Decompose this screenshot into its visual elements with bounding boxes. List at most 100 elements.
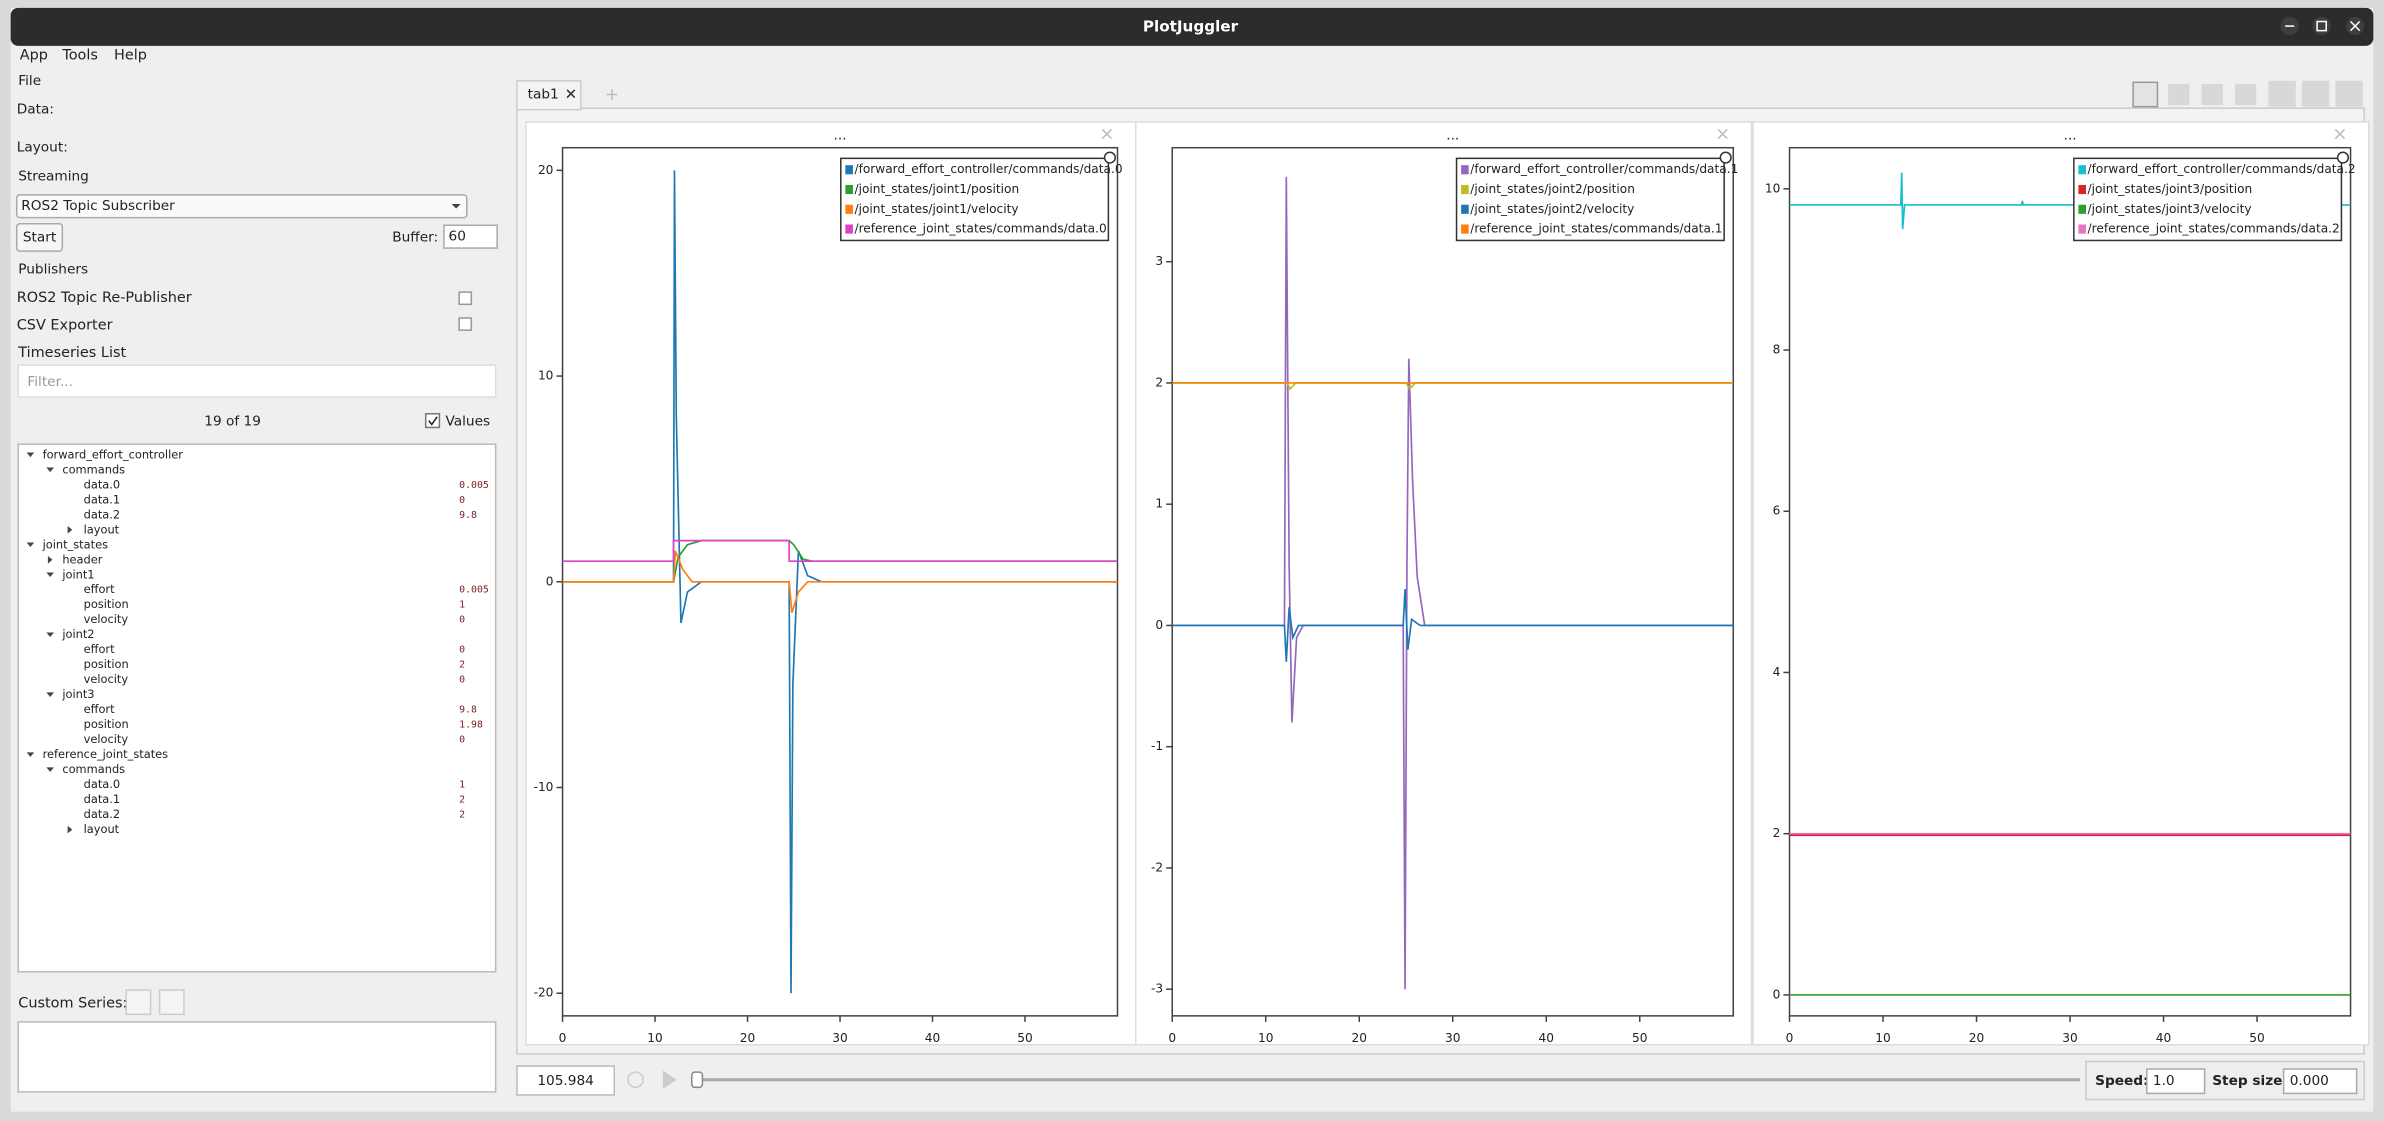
plot-close[interactable] (2334, 128, 2346, 140)
tree-label[interactable]: reference_joint_states (43, 747, 169, 761)
filter-input[interactable] (17, 364, 497, 398)
speed-spinbox[interactable] (2146, 1068, 2206, 1095)
tree-label[interactable]: position (84, 657, 129, 671)
tree-label[interactable]: effort (84, 582, 116, 596)
tool-button[interactable] (2335, 80, 2363, 107)
tree-label[interactable]: forward_effort_controller (43, 447, 184, 461)
menu-item[interactable]: App (20, 48, 48, 64)
tree-label[interactable]: commands (62, 462, 125, 476)
x-tick-label: 10 (1875, 1031, 1890, 1045)
tab-close[interactable] (566, 89, 576, 99)
expand-arrow[interactable] (26, 542, 35, 548)
tool-button[interactable] (2268, 80, 2296, 107)
legend-label[interactable]: /joint_states/joint1/velocity (854, 202, 1018, 216)
tree-label[interactable]: data.1 (84, 492, 121, 506)
tree-label[interactable]: data.2 (84, 807, 121, 821)
tree-label[interactable]: commands (62, 762, 125, 776)
legend-label[interactable]: /joint_states/joint1/position (854, 182, 1019, 196)
edit-button[interactable] (158, 989, 185, 1016)
expand-arrow[interactable] (26, 452, 35, 458)
expand-arrow[interactable] (67, 825, 73, 834)
start-button[interactable] (15, 222, 64, 252)
tree-label[interactable]: velocity (84, 732, 129, 746)
expand-arrow[interactable] (67, 525, 73, 534)
add-tab[interactable] (606, 89, 618, 100)
legend-label[interactable]: /joint_states/joint2/velocity (1470, 202, 1634, 216)
tree-label[interactable]: data.0 (84, 777, 121, 791)
plot-corner-button[interactable] (2336, 151, 2350, 164)
expand-arrow[interactable] (46, 767, 54, 772)
menu-item[interactable]: Help (114, 48, 147, 64)
source-combo[interactable] (15, 194, 468, 219)
x-tick-label: 0 (1786, 1031, 1794, 1045)
tree-label[interactable]: position (84, 717, 129, 731)
expand-arrow[interactable] (46, 632, 54, 638)
plot-close[interactable] (1717, 128, 1728, 140)
legend[interactable] (2073, 157, 2343, 242)
legend-label[interactable]: /forward_effort_controller/commands/data… (1470, 162, 1738, 176)
expand-arrow[interactable] (47, 555, 53, 564)
tree-label[interactable]: data.1 (84, 792, 121, 806)
tree-label[interactable]: joint2 (61, 627, 94, 641)
filter-placeholder: Filter... (27, 374, 73, 390)
legend[interactable] (840, 157, 1110, 242)
step-spinbox[interactable] (2282, 1068, 2358, 1095)
legend-label[interactable]: /forward_effort_controller/commands/data… (854, 162, 1122, 176)
tab[interactable] (516, 80, 582, 111)
y-tick-label: 0 (546, 574, 554, 588)
add-button[interactable] (125, 989, 152, 1016)
publisher: CSV Exporter (17, 318, 113, 334)
tool-button[interactable] (2301, 80, 2330, 107)
play-button[interactable] (662, 1070, 677, 1089)
tree-label[interactable]: velocity (84, 612, 129, 626)
plot-corner-button[interactable] (1103, 151, 1116, 164)
buffer-spinbox[interactable] (443, 224, 498, 249)
legend-swatch (845, 184, 853, 195)
tool-button[interactable] (2168, 83, 2190, 106)
legend-label[interactable]: /reference_joint_states/commands/data.2 (2088, 222, 2340, 236)
tree-label[interactable]: velocity (84, 672, 129, 686)
loop-button[interactable] (627, 1071, 644, 1089)
legend-label[interactable]: /joint_states/joint3/position (2088, 182, 2253, 196)
legend-label[interactable]: /reference_joint_states/commands/data.0 (854, 222, 1106, 236)
maximize[interactable] (2312, 16, 2331, 36)
expand-arrow[interactable] (46, 692, 54, 697)
legend[interactable] (1455, 157, 1725, 242)
tree-label[interactable]: layout (84, 822, 120, 836)
menu-item[interactable]: Tools (61, 48, 98, 64)
tree-label[interactable]: position (84, 597, 129, 611)
tool-button[interactable] (2235, 83, 2257, 106)
values-checkbox[interactable] (424, 413, 441, 429)
tree-label[interactable]: effort (84, 702, 116, 716)
y-tick-label: 3 (1155, 254, 1163, 268)
tree-value: 2 (459, 660, 465, 671)
tree-label[interactable]: joint1 (61, 567, 94, 581)
tree-label[interactable]: layout (84, 522, 120, 536)
window-controls[interactable] (2280, 16, 2365, 36)
expand-arrow[interactable] (26, 752, 35, 757)
legend-label[interactable]: /joint_states/joint2/position (1470, 182, 1635, 196)
tree-label[interactable]: data.2 (84, 507, 121, 521)
tool-button[interactable] (2201, 83, 2223, 106)
tree-label[interactable]: joint3 (61, 687, 94, 701)
y-tick-label: -2 (1151, 860, 1163, 874)
plot-corner-button[interactable] (1719, 151, 1732, 164)
time-box[interactable] (516, 1065, 616, 1096)
tree-label[interactable]: data.0 (84, 477, 121, 491)
expand-arrow[interactable] (46, 467, 54, 473)
expand-arrow[interactable] (46, 572, 54, 578)
tree-label[interactable]: header (62, 552, 102, 566)
plot-close[interactable] (1101, 128, 1112, 140)
legend-label[interactable]: /forward_effort_controller/commands/data… (2088, 162, 2356, 176)
tool-button[interactable] (2132, 81, 2159, 108)
x-tick-label: 40 (2156, 1031, 2171, 1045)
tree-label[interactable]: joint_states (42, 537, 109, 551)
check-icon (428, 416, 438, 426)
legend-label[interactable]: /joint_states/joint3/velocity (2088, 202, 2252, 216)
legend-label[interactable]: /reference_joint_states/commands/data.1 (1470, 222, 1722, 236)
tree-value: 1.98 (459, 720, 483, 731)
slider-handle[interactable] (691, 1071, 704, 1089)
tree-label[interactable]: effort (84, 642, 116, 656)
checkbox[interactable] (458, 291, 473, 306)
checkbox[interactable] (458, 317, 473, 331)
